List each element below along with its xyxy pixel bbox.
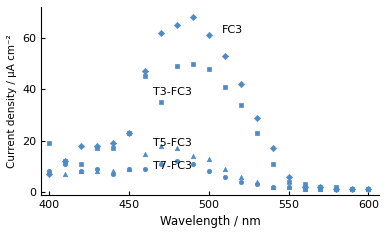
- Text: FC3: FC3: [222, 25, 243, 35]
- Point: [270, 146, 276, 150]
- Point: [317, 185, 324, 189]
- Point: [190, 162, 196, 166]
- Point: [222, 167, 228, 171]
- Point: [238, 103, 244, 106]
- Point: [317, 188, 324, 191]
- Point: [206, 157, 212, 161]
- Point: [333, 185, 339, 189]
- Point: [365, 188, 372, 191]
- Point: [206, 67, 212, 70]
- Point: [190, 154, 196, 158]
- Point: [142, 152, 148, 155]
- Point: [317, 185, 324, 189]
- Point: [190, 15, 196, 19]
- Point: [238, 175, 244, 179]
- Point: [142, 69, 148, 73]
- Point: [110, 172, 116, 176]
- Point: [190, 62, 196, 65]
- Point: [286, 180, 292, 184]
- Point: [301, 182, 308, 186]
- Point: [126, 167, 132, 171]
- Point: [46, 141, 53, 145]
- Point: [222, 85, 228, 89]
- Point: [78, 170, 84, 173]
- Point: [253, 131, 260, 135]
- Point: [94, 170, 100, 173]
- Point: [110, 146, 116, 150]
- Point: [62, 159, 68, 163]
- Point: [46, 172, 53, 176]
- Point: [286, 175, 292, 179]
- Point: [78, 144, 84, 148]
- Point: [317, 188, 324, 191]
- Point: [62, 159, 68, 163]
- Point: [110, 141, 116, 145]
- Text: T3-FC3: T3-FC3: [153, 87, 192, 97]
- Point: [158, 144, 164, 148]
- Text: T7-FC3: T7-FC3: [153, 161, 192, 171]
- Point: [94, 146, 100, 150]
- Point: [349, 188, 355, 191]
- Point: [286, 185, 292, 189]
- Point: [110, 170, 116, 173]
- Point: [174, 159, 180, 163]
- Point: [78, 170, 84, 173]
- Point: [126, 167, 132, 171]
- Point: [286, 185, 292, 189]
- Point: [174, 146, 180, 150]
- Point: [301, 188, 308, 191]
- Point: [365, 188, 372, 191]
- Point: [333, 188, 339, 191]
- Point: [238, 82, 244, 86]
- Point: [62, 172, 68, 176]
- Point: [174, 64, 180, 68]
- Point: [174, 23, 180, 27]
- Point: [349, 188, 355, 191]
- Point: [158, 100, 164, 104]
- Point: [158, 162, 164, 166]
- Point: [142, 167, 148, 171]
- Point: [301, 185, 308, 189]
- Point: [349, 188, 355, 191]
- Point: [238, 180, 244, 184]
- Point: [222, 175, 228, 179]
- Point: [126, 131, 132, 135]
- Point: [142, 74, 148, 78]
- Point: [222, 54, 228, 58]
- Point: [206, 170, 212, 173]
- Point: [270, 162, 276, 166]
- Point: [158, 31, 164, 35]
- Point: [365, 188, 372, 191]
- Point: [333, 188, 339, 191]
- Point: [206, 33, 212, 37]
- Text: T5-FC3: T5-FC3: [153, 138, 192, 148]
- Point: [94, 167, 100, 171]
- Point: [126, 131, 132, 135]
- Point: [270, 185, 276, 189]
- Y-axis label: Current density / μA cm⁻²: Current density / μA cm⁻²: [7, 34, 17, 168]
- Point: [253, 182, 260, 186]
- Point: [253, 180, 260, 184]
- Point: [333, 188, 339, 191]
- Point: [46, 170, 53, 173]
- Point: [62, 162, 68, 166]
- Point: [94, 144, 100, 148]
- Point: [78, 162, 84, 166]
- Point: [253, 116, 260, 119]
- Point: [46, 170, 53, 173]
- Point: [270, 185, 276, 189]
- X-axis label: Wavelength / nm: Wavelength / nm: [160, 215, 261, 228]
- Point: [349, 188, 355, 191]
- Point: [365, 188, 372, 191]
- Point: [301, 188, 308, 191]
